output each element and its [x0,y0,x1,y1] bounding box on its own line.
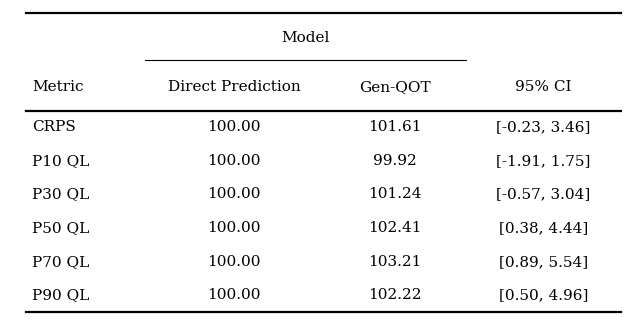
Text: 100.00: 100.00 [207,120,260,134]
Text: Gen-QOT: Gen-QOT [359,80,431,94]
Text: Model: Model [281,31,330,45]
Text: [0.50, 4.96]: [0.50, 4.96] [499,288,588,302]
Text: 101.61: 101.61 [368,120,421,134]
Text: 102.22: 102.22 [368,288,421,302]
Text: 103.21: 103.21 [368,254,421,269]
Text: [0.89, 5.54]: [0.89, 5.54] [499,254,588,269]
Text: 101.24: 101.24 [368,188,421,202]
Text: P70 QL: P70 QL [32,254,89,269]
Text: [-1.91, 1.75]: [-1.91, 1.75] [496,154,591,168]
Text: Metric: Metric [32,80,83,94]
Text: 100.00: 100.00 [207,221,260,235]
Text: 102.41: 102.41 [368,221,421,235]
Text: P10 QL: P10 QL [32,154,90,168]
Text: P30 QL: P30 QL [32,188,89,202]
Text: Direct Prediction: Direct Prediction [168,80,300,94]
Text: CRPS: CRPS [32,120,76,134]
Text: 100.00: 100.00 [207,254,260,269]
Text: [0.38, 4.44]: [0.38, 4.44] [499,221,588,235]
Text: [-0.57, 3.04]: [-0.57, 3.04] [496,188,591,202]
Text: 100.00: 100.00 [207,188,260,202]
Text: P90 QL: P90 QL [32,288,90,302]
Text: 95% CI: 95% CI [515,80,572,94]
Text: 99.92: 99.92 [372,154,417,168]
Text: [-0.23, 3.46]: [-0.23, 3.46] [496,120,591,134]
Text: 100.00: 100.00 [207,154,260,168]
Text: P50 QL: P50 QL [32,221,89,235]
Text: 100.00: 100.00 [207,288,260,302]
